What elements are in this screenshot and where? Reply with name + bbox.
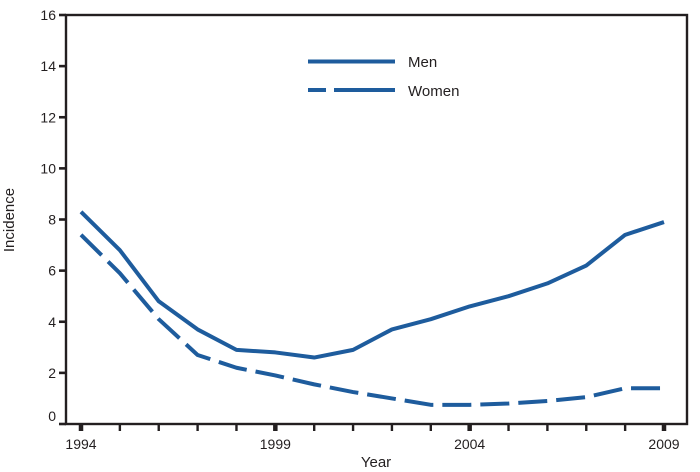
y-tick-label: 12 bbox=[40, 109, 56, 125]
x-tick-label: 1994 bbox=[65, 436, 96, 452]
y-tick-label: 4 bbox=[48, 314, 56, 330]
y-tick-label: 8 bbox=[48, 212, 56, 228]
series-group bbox=[79, 210, 665, 407]
legend: Men Women bbox=[308, 54, 459, 100]
legend-label-men: Men bbox=[408, 54, 437, 71]
x-axis-title: Year bbox=[361, 454, 391, 471]
plot-border bbox=[64, 13, 689, 426]
y-axis-title: Incidence bbox=[1, 188, 18, 252]
y-tick-label: 2 bbox=[48, 365, 56, 381]
y-tick-label: 16 bbox=[40, 7, 56, 23]
women-series-line bbox=[79, 233, 664, 407]
x-tick-label: 1999 bbox=[260, 436, 291, 452]
y-tick-label: 14 bbox=[40, 58, 56, 74]
men-series-line bbox=[79, 210, 665, 360]
y-tick-label: 6 bbox=[48, 263, 56, 279]
y-tick-label: 10 bbox=[40, 160, 56, 176]
y-tick-label: 0 bbox=[48, 408, 56, 424]
axes-group: 0 2 4 6 8 10 12 14 16 1994 1999 2004 2009 bbox=[40, 7, 689, 452]
x-tick-label: 2004 bbox=[454, 436, 485, 452]
legend-label-women: Women bbox=[408, 83, 459, 100]
x-tick-label: 2009 bbox=[648, 436, 679, 452]
